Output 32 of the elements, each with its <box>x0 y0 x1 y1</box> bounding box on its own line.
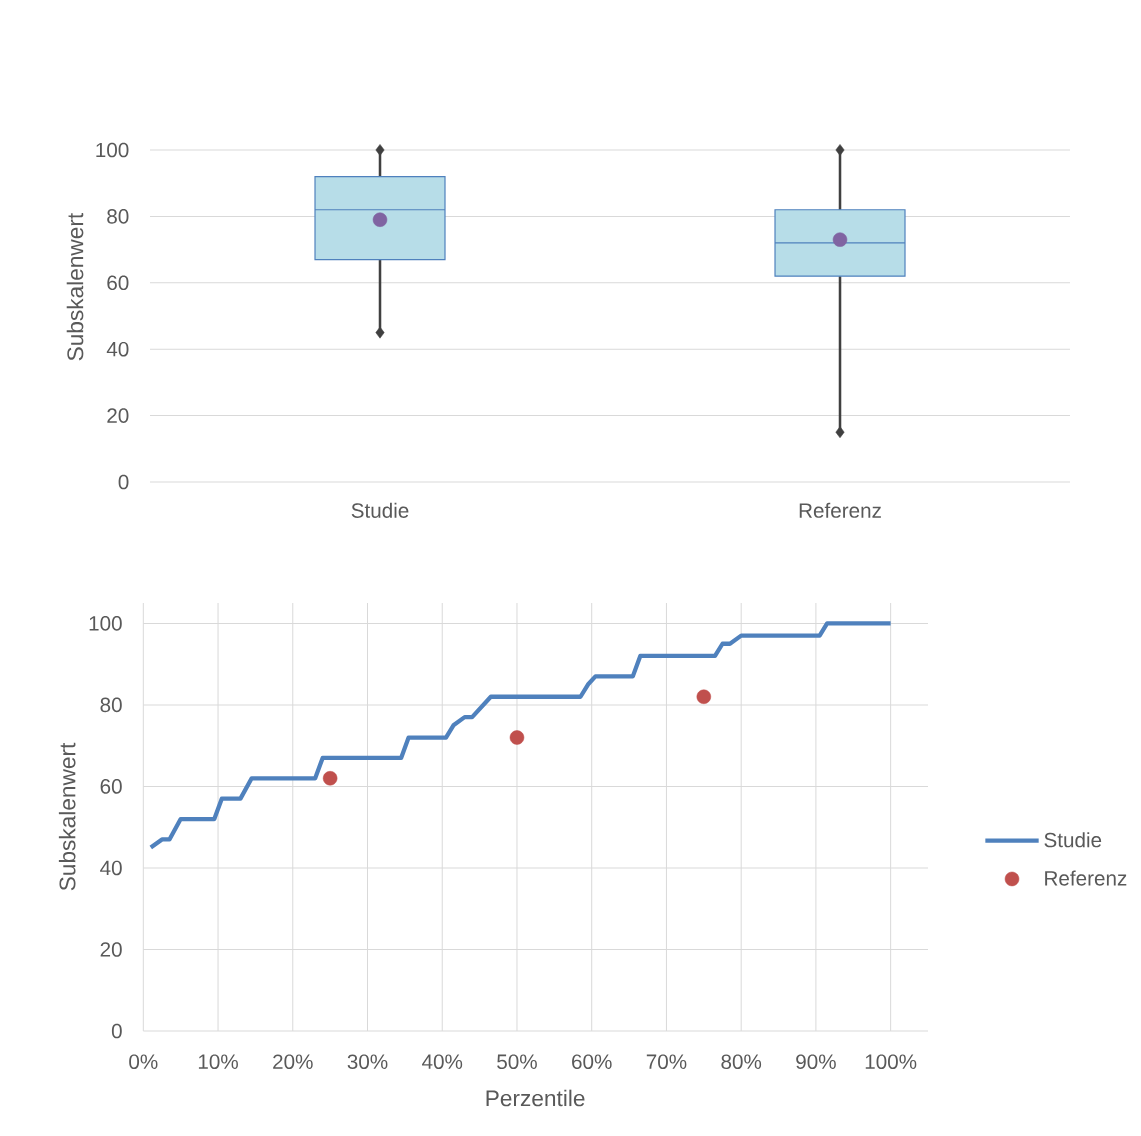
x-tick-label: 0% <box>129 1054 158 1070</box>
y-tick-label: 80 <box>100 697 122 713</box>
y-axis-title: Subskalenwert <box>58 742 76 891</box>
y-axis-title: Subskalenwert <box>66 212 84 361</box>
line-series <box>148 621 893 850</box>
x-tick-label: 70% <box>646 1054 687 1070</box>
x-tick-label: 50% <box>497 1054 537 1070</box>
y-tick-label: 80 <box>107 209 129 224</box>
x-tick-label: 40% <box>422 1054 463 1070</box>
point <box>696 689 712 704</box>
x-tick-label: 30% <box>347 1054 388 1070</box>
x-tick-label: 60% <box>572 1054 612 1070</box>
point <box>509 730 525 745</box>
y-tick-label: 0 <box>118 474 129 490</box>
y-tick-label: 0 <box>111 1023 122 1039</box>
x-tick-label: 20% <box>273 1054 313 1070</box>
x-axis-title: Perzentile <box>486 1089 585 1107</box>
point <box>322 771 338 786</box>
y-tick-label: 20 <box>100 942 122 957</box>
y-tick-label: 20 <box>107 408 129 423</box>
legend-label: Studie <box>1044 832 1102 848</box>
x-tick-label: 90% <box>796 1054 836 1070</box>
y-tick-label: 60 <box>100 779 122 794</box>
y-tick-label: 100 <box>96 142 129 158</box>
x-tick-label: 100% <box>865 1054 917 1070</box>
y-tick-label: 60 <box>107 275 129 291</box>
x-tick-label: 80% <box>721 1054 762 1070</box>
x-tick-label: 10% <box>198 1054 238 1070</box>
y-tick-label: 100 <box>89 616 122 631</box>
y-tick-label: 40 <box>100 860 122 876</box>
y-tick-label: 40 <box>106 341 129 357</box>
legend-label: Referenz <box>1045 870 1127 886</box>
